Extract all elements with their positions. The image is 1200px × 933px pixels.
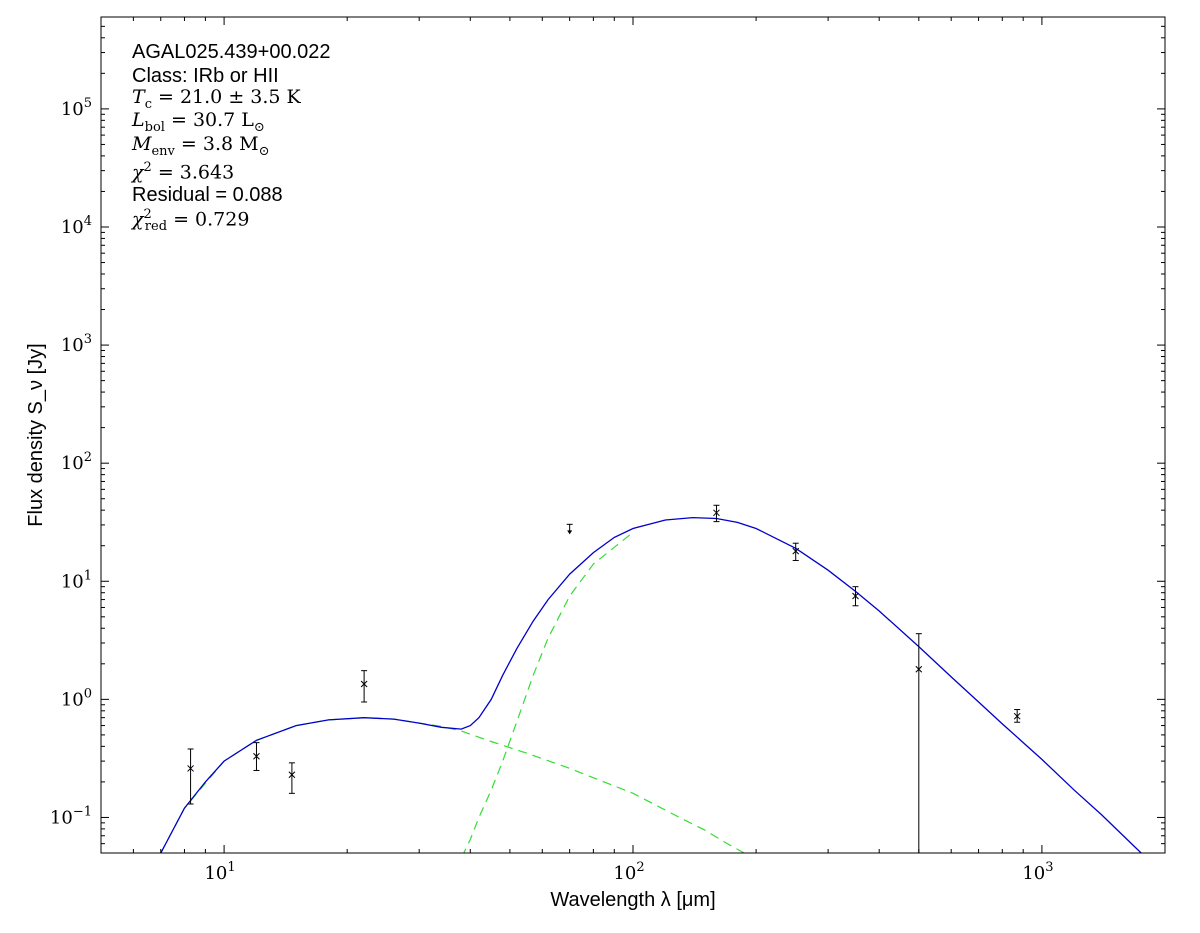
point-marker [253,752,260,760]
data-point [713,504,720,523]
axis-ticks: 101 102 103 10−1 100 101 102 103 104 105 [50,16,1166,884]
lbol-value: 30.7 L [192,109,254,131]
chi2red-line: χ2red = 0.729 [132,207,250,235]
y-axis-label: Flux density S_ν [Jy] [25,343,47,526]
fit-curves [160,516,1143,853]
data-point [915,633,923,853]
data-points [187,504,1021,853]
y-tick-label: 105 [61,96,92,120]
tc-value: 21.0 ± 3.5 K [179,86,301,108]
source-class: Class: IRb or HII [132,65,279,87]
point-marker [288,771,296,779]
point-marker [360,680,368,688]
y-tick-label: 10−1 [50,804,92,828]
data-point [187,748,194,805]
menv-line: Menv = 3.8 M⊙ [132,133,270,159]
fit-cold-component [463,531,634,853]
chi2red-value: 0.729 [195,208,250,231]
chi2-value: 3.643 [179,161,235,184]
x-axis-label: Wavelength λ [μm] [550,889,715,911]
y-tick-label: 103 [61,332,92,356]
point-marker [792,547,800,555]
upper-limit-arrow [567,530,573,535]
fit-total-curve [160,516,1143,853]
fit-warm-component [160,717,746,853]
source-name: AGAL025.439+00.022 [132,41,331,63]
point-marker [915,665,923,673]
data-point [360,670,368,703]
lbol-line: Lbol = 30.7 L⊙ [132,109,265,135]
upper-limit [566,523,573,535]
x-tick-label: 101 [204,860,235,884]
data-point [852,586,859,607]
point-marker [1013,712,1021,720]
residual-line: Residual = 0.088 [132,184,283,206]
point-marker [852,592,859,600]
data-point [1013,709,1021,723]
data-point [792,542,800,561]
y-tick-label: 101 [61,568,92,592]
chi2-line: χ2 = 3.643 [132,160,235,184]
y-tick-label: 102 [61,450,92,474]
data-point [288,762,296,794]
y-tick-label: 100 [61,686,92,710]
tc-line: Tc = 21.0 ± 3.5 K [132,86,301,112]
x-tick-label: 102 [613,860,644,884]
point-marker [713,509,720,517]
point-marker [187,765,194,772]
x-tick-label: 103 [1022,860,1053,884]
data-point [253,742,260,771]
y-tick-label: 104 [61,214,92,238]
menv-value: 3.8 M [202,133,259,155]
